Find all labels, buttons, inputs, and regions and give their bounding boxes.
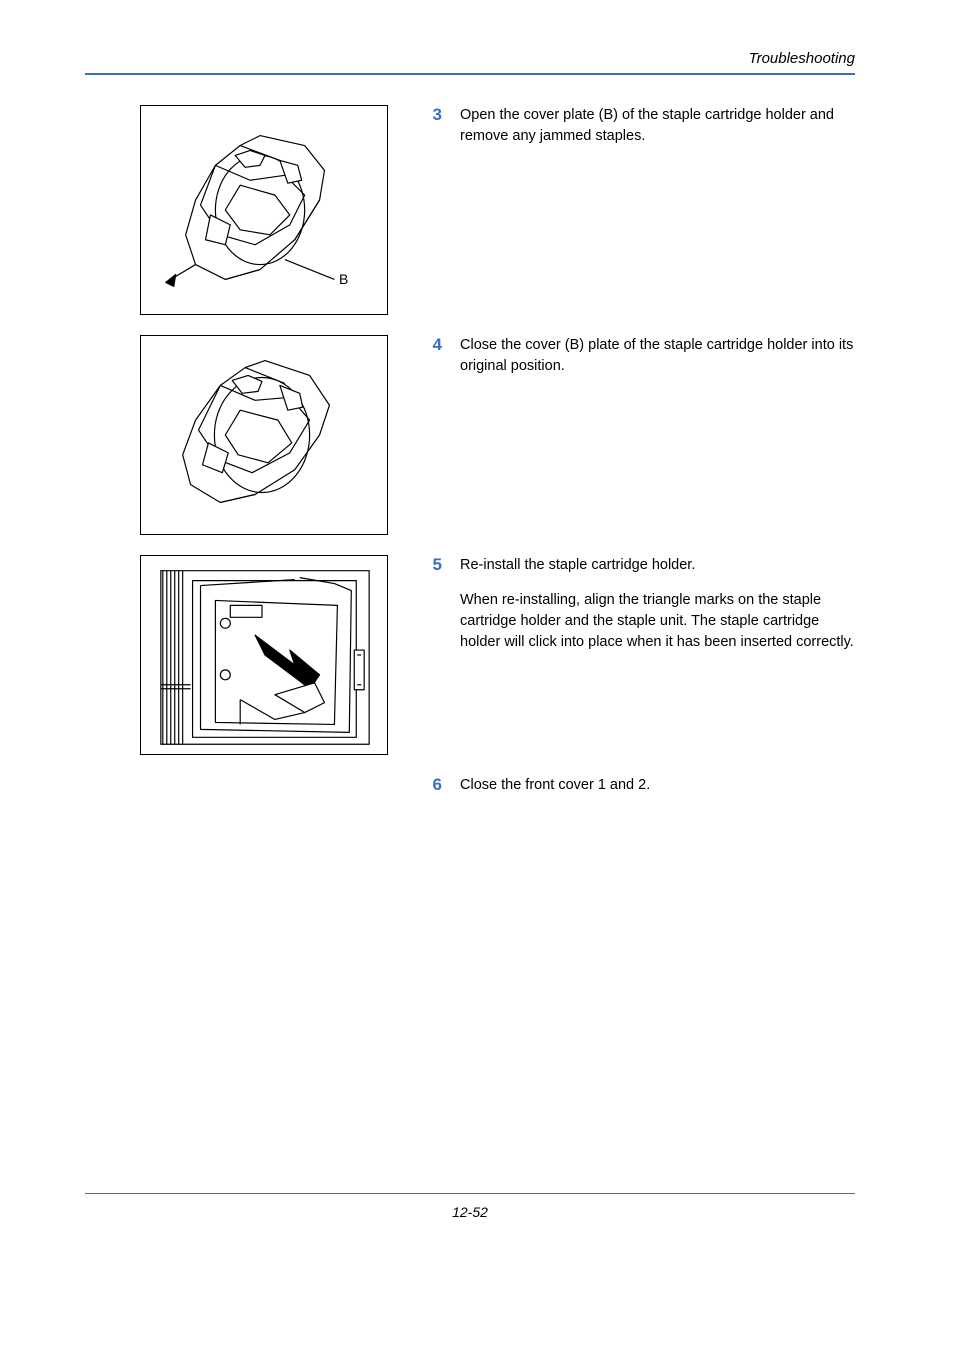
footer-rule: [85, 1193, 855, 1195]
step-text: Re-install the staple cartridge holder.: [460, 555, 855, 576]
page-footer: 12-52: [85, 1193, 855, 1221]
cover-plate-label: B: [339, 271, 348, 287]
step-text: Open the cover plate (B) of the staple c…: [460, 105, 855, 147]
step-row: 5 Re-install the staple cartridge holder…: [85, 555, 855, 755]
step-number: 4: [433, 335, 442, 354]
illustration-step5: [140, 555, 388, 755]
step-text-extra: When re-installing, align the triangle m…: [460, 590, 855, 653]
step-row: 4 Close the cover (B) plate of the stapl…: [85, 335, 855, 535]
step-number: 3: [433, 105, 442, 124]
step-text: Close the front cover 1 and 2.: [460, 775, 855, 796]
step-row: 6 Close the front cover 1 and 2.: [85, 775, 855, 810]
step-number: 6: [433, 775, 442, 794]
step-number: 5: [433, 555, 442, 574]
illustration-step3: B: [140, 105, 388, 315]
step-row: B 3 Open the cover plate (B) of the stap…: [85, 105, 855, 315]
illustration-step4: [140, 335, 388, 535]
section-header: Troubleshooting: [85, 50, 855, 73]
page-number: 12-52: [85, 1204, 855, 1220]
header-rule: [85, 73, 855, 75]
step-text: Close the cover (B) plate of the staple …: [460, 335, 855, 377]
